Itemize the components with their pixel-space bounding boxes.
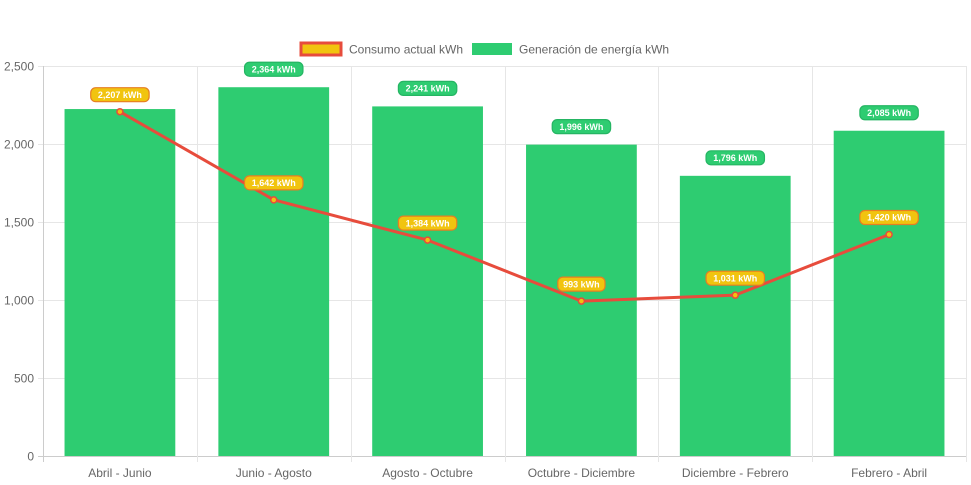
bar[interactable] [372,106,483,457]
data-label-bg [705,270,766,286]
data-label-text: 1,420 kWh [867,213,911,223]
bar[interactable] [679,175,791,456]
data-label-text: 2,085 kWh [867,108,911,118]
data-label: 2,364 kWh [243,61,304,77]
data-label: 2,241 kWh [397,80,458,97]
legend-swatch-consumption[interactable] [299,41,343,57]
data-label-bg [557,276,606,292]
grid-lines [38,66,967,462]
line-point[interactable] [577,297,586,305]
x-tick-label: Agosto - Octubre [382,466,473,480]
y-tick-label: 2,000 [4,138,34,152]
data-label-text: 1,384 kWh [406,218,450,228]
data-label-text: 1,031 kWh [713,273,757,283]
x-tick-label: Febrero - Abril [851,466,927,480]
data-label-bg [551,119,612,135]
data-label: 1,384 kWh [397,215,458,231]
bar[interactable] [64,109,176,456]
data-label-bg [243,61,304,77]
legend-label-consumption[interactable]: Consumo actual kWh [349,43,463,57]
data-label: 2,207 kWh [90,87,150,103]
data-label-text: 1,996 kWh [559,122,603,132]
x-tick-label: Octubre - Diciembre [528,466,636,480]
data-label: 1,996 kWh [551,119,612,135]
line-point[interactable] [885,230,893,239]
y-tick-label: 2,500 [4,60,34,74]
data-label: 993 kWh [557,276,606,292]
data-label-text: 2,241 kWh [406,84,450,94]
data-label-text: 2,207 kWh [98,90,142,100]
data-label-bg [90,87,150,103]
data-label-text: 1,796 kWh [713,153,757,163]
data-label: 1,642 kWh [243,175,304,191]
bar[interactable] [833,130,945,457]
data-labels: 2,364 kWh 2,241 kWh 1,996 kWh 1,796 kWh 2,08… [90,61,919,292]
y-tick-label: 1,500 [4,216,34,230]
y-tick-label: 0 [27,450,34,464]
y-tick-label: 500 [14,372,34,386]
data-label-text: 993 kWh [563,279,600,289]
legend-swatch-generation[interactable] [472,43,512,55]
data-label-bg [705,150,766,166]
line-point[interactable] [116,107,124,116]
data-label-bg [397,80,458,97]
data-label: 1,420 kWh [859,209,919,226]
bar[interactable] [218,87,330,456]
x-tick-label: Diciembre - Febrero [682,466,789,480]
legend-label-generation[interactable]: Generación de energía kWh [519,43,669,57]
data-label-bg [243,175,304,191]
data-label-text: 1,642 kWh [252,178,296,188]
data-label: 1,796 kWh [705,150,766,166]
line-point[interactable] [423,236,432,244]
data-label: 2,085 kWh [859,105,919,121]
x-tick-label: Abril - Junio [88,466,152,480]
x-axis: Abril - Junio Junio - Agosto Agosto - Octu… [88,466,927,480]
data-label: 1,031 kWh [705,270,766,286]
data-label-bg [397,215,458,231]
x-tick-label: Junio - Agosto [236,466,312,480]
line-point[interactable] [731,291,739,299]
y-tick-label: 1,000 [4,294,34,308]
data-label-bg [859,105,919,121]
data-label-text: 2,364 kWh [252,64,296,74]
line-point[interactable] [270,196,278,204]
data-label-bg [859,209,919,226]
y-axis: 0 500 1,000 1,500 2,000 2,500 [4,60,34,464]
legend[interactable]: Consumo actual kWh Generación de energía … [299,41,669,57]
